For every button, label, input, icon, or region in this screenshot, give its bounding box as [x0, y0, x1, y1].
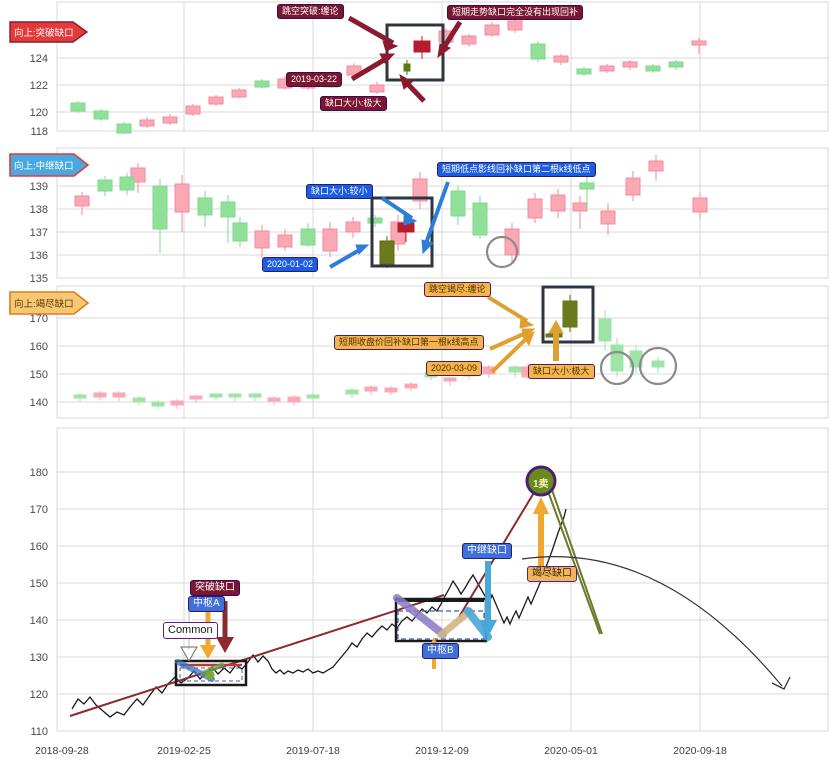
svg-text:140: 140 [30, 397, 48, 409]
annotation-runaway-date[interactable]: 2020-01-02 [262, 257, 319, 272]
banner-runaway-shape [9, 153, 90, 177]
banner-breakout-shape [9, 21, 89, 43]
svg-text:120: 120 [30, 107, 48, 119]
forecast-arc [521, 556, 783, 687]
pivot-a-marker [174, 659, 248, 687]
svg-text:150: 150 [30, 578, 48, 590]
annotation-arrows-runaway [329, 181, 450, 269]
svg-text:160: 160 [30, 341, 48, 353]
svg-text:130: 130 [30, 652, 48, 664]
highlight-candle-up [379, 236, 395, 268]
candle-series-exhaustion [73, 295, 665, 409]
banner-exhaustion-label: 向上:竭尽缺口 [14, 299, 74, 310]
panel-breakout: 124 122 120 118 [9, 1, 829, 138]
annotation-main-pivot-a[interactable]: 中枢A [188, 596, 225, 612]
svg-text:2019-12-09: 2019-12-09 [415, 745, 469, 757]
annotation-exhaustion-date[interactable]: 2020-03-09 [426, 361, 483, 376]
panel-exhaustion: 170 160 150 140 [9, 285, 829, 419]
trend-line-down-2 [550, 486, 603, 635]
banner-breakout-label: 向上:突破缺口 [14, 28, 74, 39]
trend-line-up [69, 594, 445, 717]
annotation-main-pivot-b[interactable]: 中枢B [422, 643, 459, 659]
annotation-main-runaway-gap[interactable]: 中继缺口 [462, 543, 512, 559]
svg-text:139: 139 [30, 181, 48, 193]
svg-text:2019-02-25: 2019-02-25 [157, 745, 211, 757]
panel-main: 180 170 160 150 140 130 120 110 [30, 427, 829, 757]
annotation-exhaustion-gapsize[interactable]: 缺口大小:极大 [528, 364, 595, 379]
forecast-arc-tip [771, 676, 791, 690]
sell-point-label: 1卖 [533, 479, 549, 490]
panel-runaway: 139 138 137 136 135 [9, 147, 829, 283]
svg-text:150: 150 [30, 369, 48, 381]
y-axis-ticks-exhaustion: 170 160 150 140 [30, 313, 48, 409]
annotation-breakout-theory[interactable]: 跳空突破:缠论 [277, 4, 344, 19]
annotation-main-exhaustion-gap[interactable]: 竭尽缺口 [527, 566, 577, 582]
svg-text:170: 170 [30, 504, 48, 516]
svg-text:136: 136 [30, 250, 48, 262]
annotation-breakout-date[interactable]: 2019-03-22 [286, 72, 343, 87]
gap-box-exhaustion [541, 285, 595, 344]
svg-text:140: 140 [30, 615, 48, 627]
circle-marker-exh-1 [599, 350, 635, 386]
svg-text:135: 135 [30, 273, 48, 283]
annotation-exhaustion-theory[interactable]: 跳空竭尽:缠论 [424, 282, 491, 297]
svg-text:137: 137 [30, 227, 48, 239]
banner-exhaustion-shape [9, 291, 90, 315]
svg-text:124: 124 [30, 53, 48, 65]
svg-text:2020-05-01: 2020-05-01 [544, 745, 598, 757]
candle-series-runaway [74, 155, 708, 268]
annotation-runaway-gapsize[interactable]: 缺口大小:较小 [306, 184, 373, 199]
annotation-arrows-exhaustion [486, 295, 564, 374]
circle-marker-exh-2 [638, 346, 678, 386]
annotation-breakout-nofill[interactable]: 短期走势缺口完全没有出现回补 [447, 5, 584, 20]
svg-text:2018-09-28: 2018-09-28 [35, 745, 89, 757]
annotation-breakout-gapsize[interactable]: 缺口大小:极大 [320, 96, 387, 111]
highlight-candle-down [413, 36, 431, 59]
banner-runaway-label: 向上:中继缺口 [14, 161, 74, 172]
svg-text:2020-09-18: 2020-09-18 [673, 745, 727, 757]
sell-point-marker [525, 465, 557, 497]
y-axis-ticks-breakout: 124 122 120 118 [30, 53, 48, 138]
svg-text:170: 170 [30, 313, 48, 325]
svg-text:138: 138 [30, 204, 48, 216]
svg-text:2019-07-18: 2019-07-18 [286, 745, 340, 757]
svg-text:180: 180 [30, 467, 48, 479]
highlight-candle-up-exh [545, 295, 578, 343]
y-axis-ticks-runaway: 139 138 137 136 135 [30, 181, 48, 283]
annotation-runaway-lowfill[interactable]: 短期低点影线回补缺口第二根k线低点 [437, 162, 596, 177]
annotation-main-breakout-gap[interactable]: 突破缺口 [190, 580, 240, 596]
svg-text:118: 118 [30, 126, 48, 138]
annotation-exhaustion-closefill[interactable]: 短期收盘价回补缺口第一根k线高点 [334, 335, 484, 350]
annotation-main-common[interactable]: Common [163, 622, 218, 639]
annotation-arrows-breakout [347, 15, 463, 103]
highlight-candle-up [403, 60, 411, 75]
grid-lines [56, 285, 829, 419]
svg-text:160: 160 [30, 541, 48, 553]
x-axis-ticks-main: 2018-09-28 2019-02-25 2019-07-18 2019-12… [35, 745, 727, 757]
svg-text:120: 120 [30, 689, 48, 701]
y-axis-ticks-main: 180 170 160 150 140 130 120 110 [30, 467, 48, 738]
price-line [71, 508, 567, 718]
pivot-b-marker [393, 594, 492, 643]
grid-lines [56, 427, 829, 732]
svg-text:110: 110 [30, 726, 48, 738]
trend-line-down-1 [544, 482, 601, 635]
svg-text:122: 122 [30, 80, 48, 92]
circle-marker-runaway [485, 235, 519, 269]
